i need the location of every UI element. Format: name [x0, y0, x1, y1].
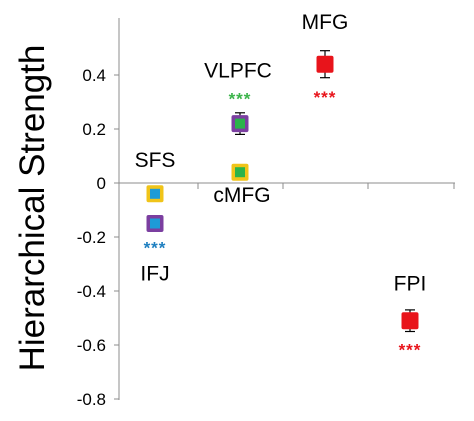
point-ifj: IFJ ***	[140, 215, 170, 286]
point-label: FPI	[394, 273, 427, 296]
point-fpi: FPI ***	[394, 273, 427, 360]
y-tick-label: -0.4	[77, 282, 106, 301]
point-label: SFS	[135, 149, 176, 172]
point-label: IFJ	[140, 263, 169, 286]
point-sfs: SFS	[135, 149, 176, 203]
marker	[235, 167, 245, 178]
marker	[150, 188, 160, 199]
significance-label: ***	[229, 90, 252, 109]
y-tick-label: 0.2	[82, 120, 106, 139]
y-tick-label: -0.2	[77, 228, 106, 247]
marker	[401, 312, 419, 330]
y-axis-label: Hierarchical Strength	[13, 45, 52, 372]
y-tick-label: -0.8	[77, 390, 106, 409]
y-tick-label: 0	[97, 174, 106, 193]
marker	[150, 218, 160, 229]
y-tick-label: 0.4	[82, 66, 106, 85]
significance-label: ***	[399, 341, 422, 360]
point-mfg: MFG ***	[302, 11, 349, 107]
point-vlpfc: VLPFC ***	[204, 60, 272, 135]
y-ticks: 0.4 0.2 0 -0.2 -0.4 -0.6 -0.8	[77, 66, 119, 409]
point-label: MFG	[302, 11, 349, 34]
significance-label: ***	[314, 88, 337, 107]
point-label: VLPFC	[204, 60, 272, 83]
y-tick-label: -0.6	[77, 336, 106, 355]
point-label: cMFG	[213, 184, 270, 207]
marker	[316, 55, 334, 73]
significance-label: ***	[144, 239, 167, 258]
axes	[118, 18, 455, 400]
point-cmfg: cMFG	[213, 163, 271, 207]
data-points: SFS IFJ *** VLPFC *** cMFG MFG *** FPI ***	[135, 11, 427, 360]
marker	[235, 118, 245, 129]
